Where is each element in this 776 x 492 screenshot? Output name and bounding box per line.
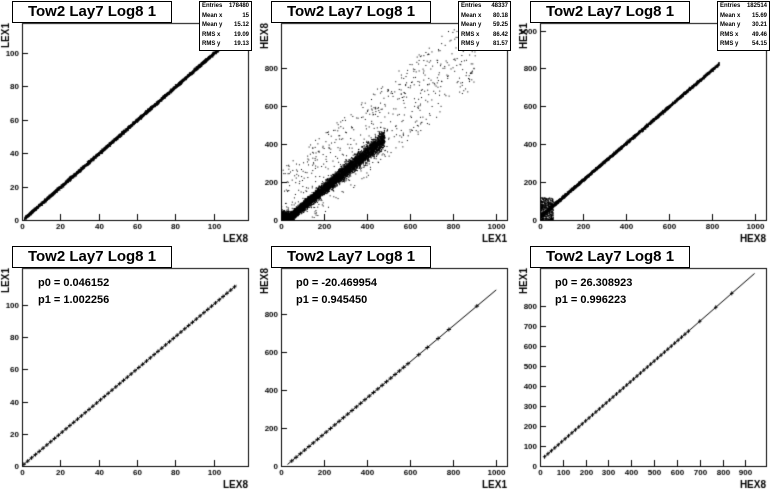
plot-canvas: [0, 0, 776, 492]
